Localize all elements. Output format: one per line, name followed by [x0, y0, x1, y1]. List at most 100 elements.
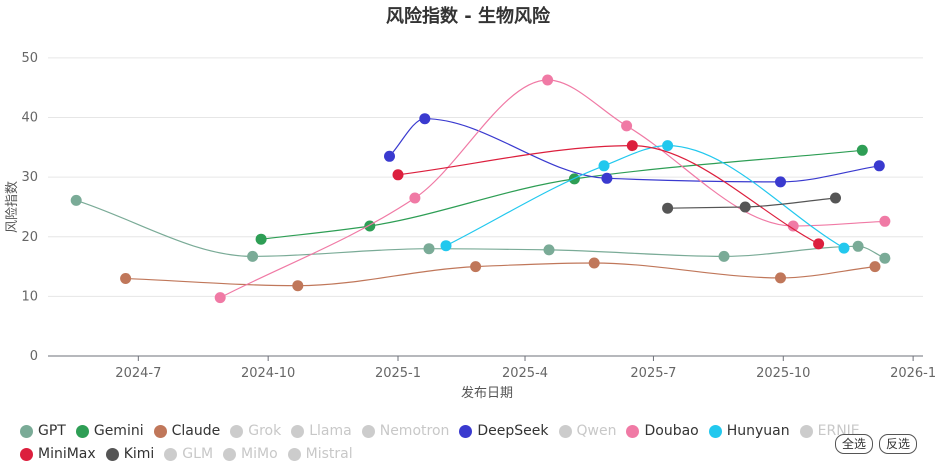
- legend-marker-minimax: [20, 447, 33, 461]
- data-point-doubao[interactable]: [621, 120, 633, 132]
- legend-marker-ernie: [799, 424, 813, 438]
- legend-label-minimax: MiniMax: [38, 446, 96, 462]
- data-point-hunyuan[interactable]: [838, 242, 850, 254]
- legend-label-deepseek: DeepSeek: [477, 423, 549, 439]
- legend-item-qwen[interactable]: Qwen: [558, 423, 617, 439]
- series-line-claude: [125, 262, 876, 287]
- legend-item-minimax[interactable]: MiniMax: [20, 446, 96, 462]
- data-point-gemini[interactable]: [856, 144, 868, 156]
- x-tick-label: 2025-10: [756, 366, 810, 381]
- legend-item-gemini[interactable]: Gemini: [75, 423, 144, 439]
- x-tick-label: 2026-1: [890, 366, 936, 381]
- data-point-doubao[interactable]: [879, 215, 891, 227]
- x-tick-label: 2024-10: [241, 366, 295, 381]
- data-point-deepseek[interactable]: [419, 113, 431, 125]
- x-tick-label: 2024-7: [115, 366, 161, 381]
- legend-item-llama[interactable]: Llama: [291, 423, 352, 439]
- series-line-kimi: [667, 197, 836, 209]
- data-point-hunyuan[interactable]: [598, 160, 610, 172]
- legend-label-doubao: Doubao: [644, 423, 699, 439]
- legend-marker-gemini: [75, 424, 89, 438]
- legend-label-nemotron: Nemotron: [379, 423, 450, 439]
- data-point-deepseek[interactable]: [384, 150, 395, 162]
- legend-item-deepseek[interactable]: DeepSeek: [459, 423, 549, 439]
- legend-label-claude: Claude: [171, 423, 221, 439]
- legend-item-glm[interactable]: GLM: [164, 446, 213, 462]
- legend-marker-mimo: [223, 447, 237, 461]
- data-point-doubao[interactable]: [409, 192, 421, 204]
- legend-label-kimi: Kimi: [123, 446, 155, 462]
- chart-title: 风险指数 - 生物风险: [386, 5, 551, 27]
- legend-marker-qwen: [558, 424, 572, 438]
- data-point-kimi[interactable]: [739, 201, 751, 213]
- data-point-claude[interactable]: [775, 272, 786, 284]
- legend-label-hunyuan: Hunyuan: [726, 423, 790, 439]
- data-point-minimax[interactable]: [813, 238, 825, 250]
- data-point-hunyuan[interactable]: [440, 240, 452, 252]
- series: [70, 74, 891, 304]
- grid: [48, 57, 923, 357]
- y-tick-label: 40: [21, 111, 38, 126]
- y-tick-label: 30: [21, 170, 38, 185]
- data-point-hunyuan[interactable]: [662, 140, 674, 152]
- x-tick-label: 2025-1: [375, 366, 421, 381]
- data-point-claude[interactable]: [588, 257, 600, 269]
- legend-item-mimo[interactable]: MiMo: [223, 446, 278, 462]
- data-point-doubao[interactable]: [542, 74, 554, 86]
- data-point-claude[interactable]: [470, 261, 482, 273]
- data-point-gpt[interactable]: [543, 244, 555, 256]
- legend-label-gpt: GPT: [38, 423, 66, 439]
- y-tick-label: 10: [21, 289, 38, 304]
- data-point-minimax[interactable]: [392, 169, 404, 181]
- data-point-claude[interactable]: [120, 273, 132, 284]
- data-point-gpt[interactable]: [247, 250, 259, 262]
- data-point-kimi[interactable]: [830, 192, 841, 204]
- legend-marker-glm: [164, 447, 178, 461]
- x-tick-label: 2025-4: [502, 366, 548, 381]
- data-point-gemini[interactable]: [255, 233, 267, 245]
- legend-row: MiniMax Kimi GLM MiMo Mistral: [20, 446, 363, 462]
- legend-item-mistral[interactable]: Mistral: [287, 446, 353, 462]
- data-point-claude[interactable]: [292, 280, 304, 292]
- data-point-deepseek[interactable]: [775, 176, 786, 188]
- select-all-button[interactable]: 全选: [835, 434, 874, 454]
- legend-label-qwen: Qwen: [576, 423, 617, 439]
- data-point-gpt[interactable]: [70, 194, 82, 206]
- data-point-doubao[interactable]: [787, 220, 799, 232]
- legend-label-grok: Grok: [248, 423, 282, 439]
- legend-item-nemotron[interactable]: Nemotron: [361, 423, 450, 439]
- legend-marker-deepseek: [459, 424, 473, 438]
- legend-marker-grok: [230, 424, 244, 438]
- legend-label-mistral: Mistral: [305, 446, 353, 462]
- legend-marker-gpt: [20, 424, 33, 438]
- y-tick-label: 50: [21, 51, 38, 66]
- legend-item-hunyuan[interactable]: Hunyuan: [708, 423, 790, 439]
- data-point-gpt[interactable]: [852, 240, 864, 252]
- series-line-gemini: [261, 149, 863, 240]
- legend-item-gpt[interactable]: GPT: [20, 423, 66, 439]
- data-point-gpt[interactable]: [423, 243, 435, 255]
- legend-row: GPT Gemini Claude Grok Llama Nemotron DeepSeek…: [20, 423, 870, 439]
- legend-item-grok[interactable]: Grok: [230, 423, 281, 439]
- data-point-claude[interactable]: [869, 261, 881, 273]
- legend-item-claude[interactable]: Claude: [153, 423, 221, 439]
- data-point-gpt[interactable]: [718, 250, 730, 262]
- legend-marker-nemotron: [361, 424, 375, 438]
- y-axis-label: 风险指数: [5, 181, 20, 233]
- data-point-deepseek[interactable]: [873, 160, 885, 172]
- legend-item-doubao[interactable]: Doubao: [626, 423, 699, 439]
- data-point-deepseek[interactable]: [601, 172, 613, 184]
- data-point-gemini[interactable]: [364, 220, 376, 232]
- invert-selection-button[interactable]: 反选: [879, 434, 918, 454]
- data-point-gpt[interactable]: [879, 252, 891, 264]
- legend-marker-hunyuan: [708, 424, 722, 438]
- y-tick-label: 0: [30, 349, 38, 364]
- data-point-doubao[interactable]: [214, 292, 226, 304]
- legend-item-kimi[interactable]: Kimi: [105, 446, 155, 462]
- legend-label-glm: GLM: [182, 446, 214, 462]
- data-point-minimax[interactable]: [626, 140, 638, 152]
- legend-marker-doubao: [626, 424, 640, 438]
- series-line-gpt: [76, 199, 886, 259]
- legend-label-llama: Llama: [309, 423, 352, 439]
- data-point-kimi[interactable]: [662, 202, 674, 214]
